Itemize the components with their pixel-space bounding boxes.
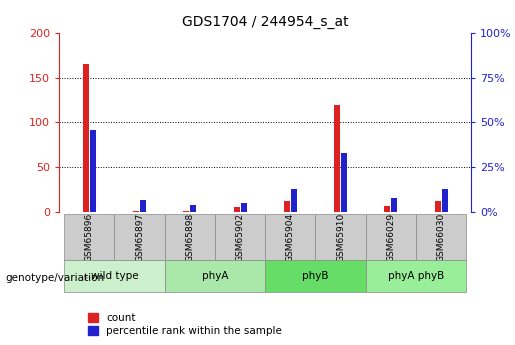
Bar	[366, 214, 416, 260]
FancyArrowPatch shape	[84, 275, 89, 280]
Bar	[191, 205, 196, 212]
Text: GSM65896: GSM65896	[85, 213, 94, 262]
Text: GSM65902: GSM65902	[235, 213, 245, 262]
Text: GSM65904: GSM65904	[286, 213, 295, 262]
Text: phyA: phyA	[202, 271, 228, 281]
Bar	[265, 260, 366, 292]
Bar	[165, 260, 265, 292]
Bar	[416, 214, 466, 260]
Bar	[441, 189, 448, 212]
Bar	[391, 198, 398, 212]
Bar	[316, 214, 366, 260]
Text: wild type: wild type	[91, 271, 139, 281]
Bar	[366, 260, 466, 292]
Bar	[435, 200, 440, 212]
Bar	[265, 214, 316, 260]
Bar	[140, 200, 146, 212]
Bar	[64, 260, 165, 292]
Bar	[83, 64, 89, 212]
Bar	[64, 214, 114, 260]
Bar	[291, 189, 297, 212]
Text: GSM65897: GSM65897	[135, 213, 144, 262]
Bar	[133, 211, 139, 212]
Bar	[241, 203, 247, 212]
Title: GDS1704 / 244954_s_at: GDS1704 / 244954_s_at	[182, 15, 349, 29]
Text: GSM66030: GSM66030	[437, 213, 445, 262]
Bar	[341, 153, 347, 212]
Bar	[384, 206, 390, 212]
Bar	[114, 214, 165, 260]
Bar	[90, 130, 96, 212]
Legend: count, percentile rank within the sample: count, percentile rank within the sample	[88, 313, 282, 336]
Text: phyA phyB: phyA phyB	[388, 271, 444, 281]
Bar	[334, 105, 340, 212]
Bar	[165, 214, 215, 260]
Text: genotype/variation: genotype/variation	[5, 273, 104, 283]
Bar	[183, 211, 190, 212]
Bar	[234, 207, 239, 212]
Text: GSM65910: GSM65910	[336, 213, 345, 262]
Text: phyB: phyB	[302, 271, 329, 281]
Bar	[215, 214, 265, 260]
Text: GSM65898: GSM65898	[185, 213, 194, 262]
Text: GSM66029: GSM66029	[386, 213, 396, 262]
Bar	[284, 201, 290, 212]
